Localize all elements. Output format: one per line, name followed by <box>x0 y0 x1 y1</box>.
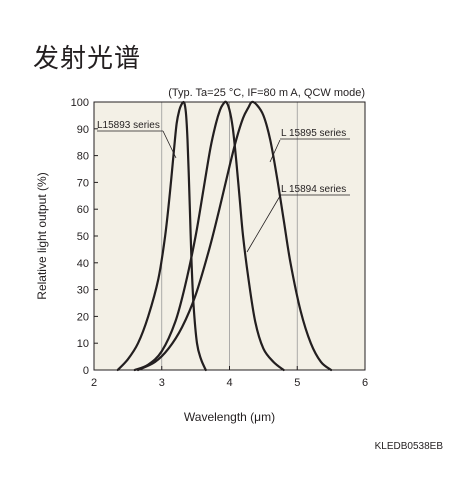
annotation-leader <box>269 139 281 163</box>
y-tick-label: 0 <box>83 365 89 377</box>
y-tick-label: 70 <box>77 177 89 189</box>
x-tick-label: 5 <box>294 377 300 389</box>
chart-subtitle: (Typ. Ta=25 °C, IF=80 m A, QCW mode) <box>168 87 365 99</box>
y-tick-label: 30 <box>77 285 89 297</box>
series-annotation: L 15894 series <box>281 184 346 195</box>
y-tick-label: 80 <box>77 151 89 163</box>
annotation-leader <box>162 130 177 159</box>
series-line-0 <box>116 100 207 372</box>
series-line-2 <box>136 100 333 372</box>
page-title: 发射光谱 <box>33 44 142 74</box>
y-tick-label: 50 <box>77 231 89 243</box>
annotation-leader <box>246 195 281 253</box>
y-axis-label: Relative light output (%) <box>35 172 49 299</box>
x-tick-label: 3 <box>159 377 165 389</box>
series-annotation: L 15895 series <box>281 128 346 139</box>
series-annotation: L15893 series <box>97 120 160 131</box>
x-axis-label: Wavelength (μm) <box>184 410 275 424</box>
y-tick-label: 40 <box>77 258 89 270</box>
x-tick-label: 6 <box>362 377 368 389</box>
y-tick-label: 100 <box>71 97 89 109</box>
y-tick-label: 10 <box>77 338 89 350</box>
y-tick-label: 20 <box>77 311 89 323</box>
series-lines <box>116 100 333 372</box>
y-tick-label: 60 <box>77 204 89 216</box>
annotations: L15893 series L 15895 series L 15894 serie… <box>97 120 350 253</box>
series-line-1 <box>133 100 285 372</box>
x-tick-label: 4 <box>226 377 232 389</box>
y-tick-label: 90 <box>77 124 89 136</box>
x-tick-label: 2 <box>91 377 97 389</box>
document-code: KLEDB0538EB <box>374 441 443 452</box>
grid-lines <box>161 102 298 370</box>
